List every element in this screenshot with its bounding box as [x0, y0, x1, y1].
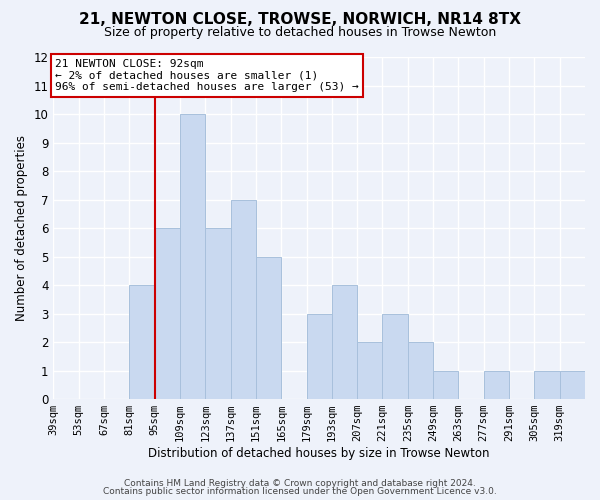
- Bar: [332, 285, 357, 399]
- X-axis label: Distribution of detached houses by size in Trowse Newton: Distribution of detached houses by size …: [148, 447, 490, 460]
- Bar: [307, 314, 332, 399]
- Bar: [256, 257, 281, 399]
- Y-axis label: Number of detached properties: Number of detached properties: [15, 136, 28, 322]
- Bar: [535, 370, 560, 399]
- Bar: [408, 342, 433, 399]
- Bar: [230, 200, 256, 399]
- Text: Size of property relative to detached houses in Trowse Newton: Size of property relative to detached ho…: [104, 26, 496, 39]
- Bar: [130, 285, 155, 399]
- Bar: [357, 342, 382, 399]
- Text: Contains HM Land Registry data © Crown copyright and database right 2024.: Contains HM Land Registry data © Crown c…: [124, 478, 476, 488]
- Bar: [433, 370, 458, 399]
- Text: 21, NEWTON CLOSE, TROWSE, NORWICH, NR14 8TX: 21, NEWTON CLOSE, TROWSE, NORWICH, NR14 …: [79, 12, 521, 28]
- Bar: [382, 314, 408, 399]
- Bar: [155, 228, 180, 399]
- Bar: [180, 114, 205, 399]
- Bar: [560, 370, 585, 399]
- Text: 21 NEWTON CLOSE: 92sqm
← 2% of detached houses are smaller (1)
96% of semi-detac: 21 NEWTON CLOSE: 92sqm ← 2% of detached …: [55, 59, 359, 92]
- Bar: [484, 370, 509, 399]
- Bar: [205, 228, 230, 399]
- Text: Contains public sector information licensed under the Open Government Licence v3: Contains public sector information licen…: [103, 487, 497, 496]
